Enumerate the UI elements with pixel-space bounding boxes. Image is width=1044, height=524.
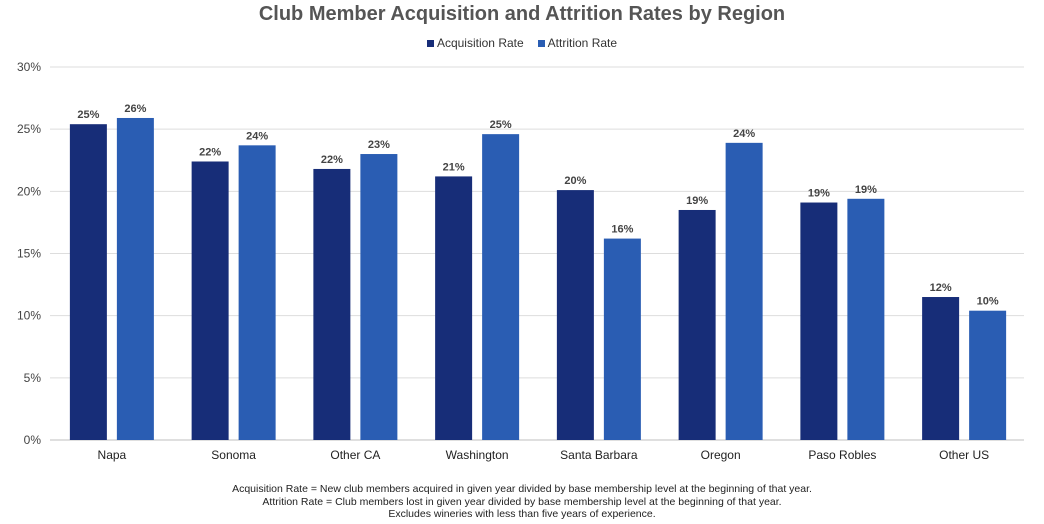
- data-label-attrition: 19%: [855, 184, 877, 196]
- data-label-acquisition: 19%: [686, 195, 708, 207]
- x-tick-label: Paso Robles: [808, 448, 876, 462]
- legend-item-attrition: Attrition Rate: [537, 36, 618, 50]
- y-tick-label: 5%: [24, 371, 42, 385]
- x-tick-label: Santa Barbara: [560, 448, 638, 462]
- legend-label-acquisition: Acquisition Rate: [436, 36, 524, 50]
- x-tick-label: Napa: [98, 448, 127, 462]
- bar-acquisition: [922, 297, 960, 440]
- data-label-attrition: 26%: [124, 103, 146, 115]
- x-tick-label: Oregon: [701, 448, 741, 462]
- y-tick-label: 30%: [17, 60, 41, 74]
- bar-acquisition: [800, 202, 838, 440]
- data-label-acquisition: 12%: [930, 282, 952, 294]
- data-label-attrition: 23%: [368, 139, 390, 151]
- bar-attrition: [238, 145, 276, 440]
- legend-item-acquisition: Acquisition Rate: [426, 36, 524, 50]
- footnote-acquisition-definition: Acquisition Rate = New club members acqu…: [232, 483, 812, 495]
- x-tick-label: Sonoma: [211, 448, 256, 462]
- bar-acquisition: [435, 176, 473, 440]
- bar-acquisition: [556, 190, 594, 440]
- data-label-acquisition: 19%: [808, 188, 830, 200]
- data-label-acquisition: 22%: [199, 146, 221, 158]
- bar-attrition: [116, 117, 154, 440]
- y-tick-label: 10%: [17, 309, 41, 323]
- data-label-acquisition: 20%: [564, 175, 586, 187]
- bar-chart: 0% 5% 10% 15% 20% 25% 30% 25% 26% Napa 22% 24% Sonom…: [17, 60, 1024, 462]
- footnotes: Acquisition Rate = New club members acqu…: [0, 483, 1044, 521]
- data-label-attrition: 25%: [490, 119, 512, 131]
- bar-acquisition: [191, 161, 229, 440]
- bar-attrition: [847, 198, 885, 440]
- bar-attrition: [360, 154, 398, 441]
- legend-swatch-acquisition: [426, 39, 434, 47]
- legend-swatch-attrition: [537, 39, 545, 47]
- x-tick-label: Other US: [939, 448, 989, 462]
- y-tick-label: 20%: [17, 184, 41, 198]
- y-tick-label: 25%: [17, 122, 41, 136]
- data-label-attrition: 24%: [246, 130, 268, 142]
- footnote-exclusion: Excludes wineries with less than five ye…: [388, 508, 656, 520]
- bar-acquisition: [69, 124, 107, 441]
- bar-attrition: [603, 238, 641, 440]
- legend-label-attrition: Attrition Rate: [547, 36, 618, 50]
- bar-attrition: [482, 134, 520, 440]
- x-tick-label: Washington: [446, 448, 509, 462]
- legend: Acquisition Rate Attrition Rate: [0, 36, 1044, 50]
- x-tick-label: Other CA: [330, 448, 380, 462]
- y-tick-label: 0%: [24, 433, 42, 447]
- bar-attrition: [725, 142, 763, 441]
- data-label-acquisition: 21%: [443, 161, 465, 173]
- bar-acquisition: [678, 209, 716, 440]
- data-label-attrition: 24%: [733, 128, 755, 140]
- data-label-attrition: 10%: [977, 296, 999, 308]
- chart-title: Club Member Acquisition and Attrition Ra…: [258, 3, 786, 25]
- bar-attrition: [969, 310, 1007, 440]
- y-tick-label: 15%: [17, 247, 41, 261]
- data-label-acquisition: 22%: [321, 154, 343, 166]
- data-label-acquisition: 25%: [77, 109, 99, 121]
- footnote-attrition-definition: Attrition Rate = Club members lost in gi…: [262, 495, 782, 508]
- bar-acquisition: [313, 168, 351, 440]
- data-label-attrition: 16%: [611, 224, 633, 236]
